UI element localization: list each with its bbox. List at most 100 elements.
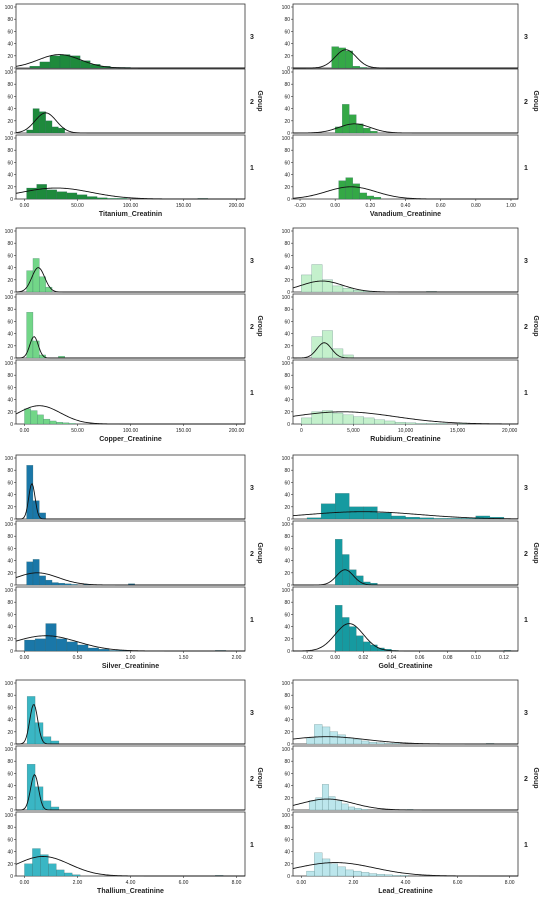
normal-curve	[293, 49, 518, 69]
histogram-bar	[49, 420, 57, 425]
y-tick-label: 40	[284, 398, 290, 404]
histogram-bar	[356, 635, 364, 652]
y-tick-label: 0	[10, 649, 13, 655]
histogram-bar	[107, 198, 118, 200]
y-tick-label: 80	[7, 373, 13, 379]
histogram-bar	[321, 784, 329, 811]
histogram-bar	[376, 873, 385, 877]
histogram-bar	[56, 638, 68, 652]
histogram-bar	[306, 517, 322, 520]
histogram-bar	[426, 423, 437, 425]
histogram-bar	[48, 863, 57, 877]
histogram-bar	[332, 285, 344, 293]
y-tick-label: 0	[287, 422, 290, 428]
histogram-bar	[45, 579, 53, 586]
y-tick-label: 100	[5, 456, 14, 462]
y-tick-label: 100	[5, 361, 14, 367]
histogram-bar	[342, 617, 350, 652]
y-tick-label: 20	[7, 796, 13, 802]
histogram-bar	[342, 104, 350, 134]
y-tick-label: 60	[7, 837, 13, 843]
group-label: 1	[524, 842, 528, 849]
normal-curve	[293, 569, 518, 586]
normal-curve	[292, 798, 518, 811]
histogram-bar	[51, 582, 59, 586]
group-label: 1	[250, 617, 254, 624]
group-label: 2	[524, 776, 528, 783]
subplot-frame	[15, 520, 246, 586]
y-tick-label: 40	[7, 107, 13, 113]
x-axis-title: Vanadium_Creatinine	[370, 211, 441, 218]
y-tick-label: 80	[7, 307, 13, 313]
histogram-bar	[24, 863, 33, 877]
group-label: 2	[250, 776, 254, 783]
x-tick-label: 5,000	[347, 428, 360, 434]
y-tick-label: 100	[282, 70, 291, 76]
histogram-bar	[109, 650, 121, 652]
histogram-bar	[50, 740, 60, 745]
y-tick-label: 100	[282, 456, 291, 462]
histogram-bar	[342, 414, 354, 425]
histogram-bar	[306, 737, 315, 745]
y-tick-label: 60	[284, 94, 290, 100]
y-tick-label: 20	[284, 119, 290, 125]
y-tick-label: 40	[7, 398, 13, 404]
x-tick-label: 0.00	[20, 655, 30, 661]
y-tick-label: 100	[282, 813, 291, 819]
histogram-bar	[34, 722, 44, 745]
x-tick-label: 0.00	[20, 428, 30, 434]
histogram-bar	[32, 108, 40, 134]
y-tick-label: 60	[284, 480, 290, 486]
histogram-bar	[359, 67, 368, 69]
y-tick-label: 100	[5, 229, 14, 235]
histogram-bar	[32, 500, 40, 520]
subplot-frame	[292, 586, 519, 652]
y-tick-label: 0	[10, 422, 13, 428]
y-tick-label: 100	[282, 588, 291, 594]
y-tick-label: 80	[284, 148, 290, 154]
group-label: 1	[524, 165, 528, 172]
histogram-bar	[335, 493, 350, 520]
y-tick-label: 60	[284, 160, 290, 166]
normal-curve	[292, 186, 518, 200]
x-tick-label: 50.00	[71, 203, 84, 209]
y-tick-label: 80	[284, 534, 290, 540]
y-tick-label: 100	[282, 5, 291, 11]
histogram-bar	[66, 641, 78, 652]
histogram-bar	[36, 184, 47, 200]
histogram-bar	[374, 419, 385, 425]
y-tick-label: 80	[284, 307, 290, 313]
y-tick-label: 20	[7, 571, 13, 577]
histogram-bar	[433, 518, 448, 520]
histogram-bar	[345, 869, 354, 877]
histogram-bar	[34, 638, 46, 652]
histogram-bar	[64, 583, 72, 586]
histogram-bar	[50, 806, 60, 811]
histogram-bar	[338, 180, 346, 200]
y-tick-label: 80	[284, 17, 290, 23]
y-tick-label: 20	[284, 862, 290, 868]
subplot-frame	[15, 679, 246, 745]
histogram-bar	[363, 641, 371, 652]
group-label: 1	[250, 842, 254, 849]
y-tick-label: 20	[7, 637, 13, 643]
histogram-bar	[24, 408, 32, 425]
group-label: 2	[524, 324, 528, 331]
x-axis-title: Gold_Creatinine	[378, 663, 432, 670]
subplot-frame	[15, 68, 246, 134]
histogram-bar	[32, 559, 40, 586]
y-tick-label: 100	[5, 295, 14, 301]
subplot-frame	[292, 3, 519, 69]
x-axis-title: Thallium_Creatinine	[97, 888, 164, 895]
histogram-bar	[46, 189, 57, 200]
group-label: 3	[250, 485, 254, 492]
histogram-bar	[419, 517, 434, 520]
histogram-bar	[366, 195, 375, 200]
histogram-bar	[332, 412, 344, 425]
histogram-bar	[314, 724, 323, 745]
histogram-bar	[405, 422, 417, 425]
histogram-bar	[70, 584, 78, 586]
normal-curve	[292, 280, 518, 293]
histogram-bar	[337, 734, 346, 745]
y-tick-label: 40	[7, 493, 13, 499]
